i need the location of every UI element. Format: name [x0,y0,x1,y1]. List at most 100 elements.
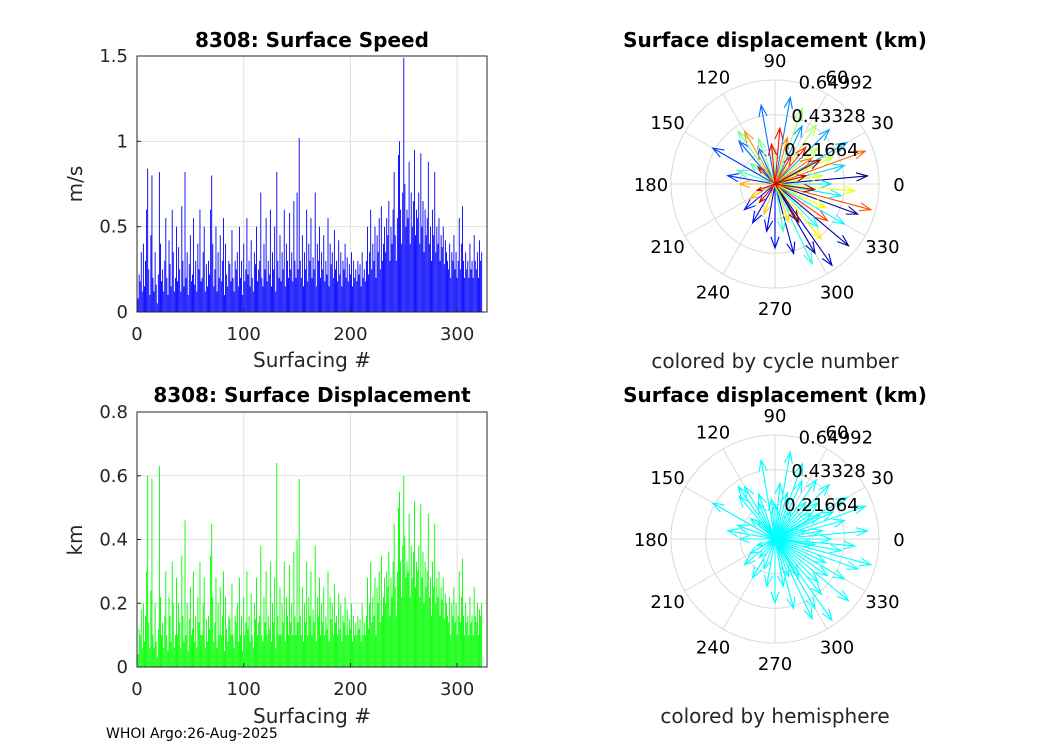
polar2-angle-label: 150 [650,468,684,489]
polar2-arrow-head [786,596,796,611]
disp-bar [347,635,349,667]
polar2-arrow-head [758,492,767,506]
disp-bar [441,600,443,667]
speed-bar [173,291,175,312]
polar1-arrow-head [743,199,756,211]
polar2-angle-label: 270 [758,654,792,675]
polar2-arrow-head [737,494,750,508]
speed-bar [384,226,386,312]
speed-bar [195,260,197,312]
speed-bar [368,274,370,312]
disp-bar [458,571,460,667]
speed-bar [404,184,406,312]
disp-bar [221,616,223,667]
disp-bar [261,635,263,667]
disp-bar [161,635,162,667]
speed-bar [232,277,234,312]
disp-xtick-label: 100 [227,679,261,700]
disp-bar [324,635,326,667]
displacement-xlabel: Surfacing # [253,704,371,728]
polar1-arrow-head [748,191,759,200]
displacement-bars [137,463,483,667]
disp-bar [141,647,143,667]
speed-bar [234,260,236,312]
speed-bar [305,269,307,312]
speed-bar [392,209,394,312]
speed-bar [199,209,201,312]
speed-bar [379,269,381,312]
disp-bar [210,555,212,667]
speed-bar [278,277,280,312]
disp-bar [413,501,415,667]
disp-bar [197,596,199,667]
speed-bar [396,218,398,312]
polar2-arrow-head [758,550,767,559]
speed-bar [272,252,273,312]
speed-bar [176,226,177,312]
speed-bar [467,260,469,312]
polar2-arrow-shaft [774,538,790,577]
speed-bar [290,269,292,312]
disp-bar [390,577,392,667]
polar-cycle-caption: colored by cycle number [651,349,899,373]
speed-bar [412,201,414,312]
disp-bar [275,647,277,667]
disp-bar [267,616,269,667]
polar2-arrow-head [764,574,774,588]
speed-bar [378,218,380,312]
polar2-arrow-shaft [774,505,866,540]
polar1-angle-label: 150 [650,113,684,134]
polar2-angle-label: 0 [893,530,904,551]
polar1-arrow-shaft [774,175,823,185]
polar2-arrow-head [780,564,790,579]
polar1-arrow [774,183,846,225]
disp-bar [386,571,388,667]
speed-bar [275,291,277,312]
polar1-arrow [774,183,786,233]
disp-bar [280,635,282,667]
speed-bar [306,209,308,312]
polar2-arrow-shaft [756,538,776,547]
disp-bar [211,523,213,667]
polar1-arrow-head [813,198,828,209]
disp-bar [344,596,346,667]
speed-bar [284,286,286,312]
polar1-arrow [751,183,776,225]
disp-bar [420,504,422,667]
polar2-arrow-head [748,546,759,555]
speed-bar [388,201,390,312]
speed-bar [455,252,457,312]
polar2-arrow [774,538,796,611]
polar2-arrow-shaft [766,538,776,587]
disp-bar [224,651,225,667]
disp-bar [251,635,253,667]
polar2-arrow-head [788,565,800,579]
disp-bar [147,475,149,667]
polar1-arrow-shaft [774,157,813,185]
speed-bar [424,209,426,312]
disp-bar [311,635,313,667]
polar1-arrow-shaft [774,183,845,225]
polar2-arrow [774,481,784,540]
polar1-arrow-shaft [774,156,792,185]
disp-bar [476,603,478,667]
disp-bar [232,635,234,667]
polar2-arrow [774,538,813,621]
disp-bar [348,619,350,667]
speed-bar [325,260,327,312]
polar2-arrow [774,500,807,540]
disp-bar [352,641,354,667]
polar2-angle-label: 30 [871,468,894,489]
speed-bar [269,209,271,312]
speed-bar [218,277,220,312]
disp-bar [199,561,201,667]
polar2-arrow-shaft [774,538,871,566]
disp-bar [445,603,447,667]
speed-bar [315,286,317,312]
polar1-arrow-head [837,235,850,247]
speed-bar [343,269,345,312]
speed-bar [183,286,185,312]
polar1-angle-label: 180 [634,175,668,196]
disp-bar [281,603,283,667]
speed-axes-box [136,55,488,313]
